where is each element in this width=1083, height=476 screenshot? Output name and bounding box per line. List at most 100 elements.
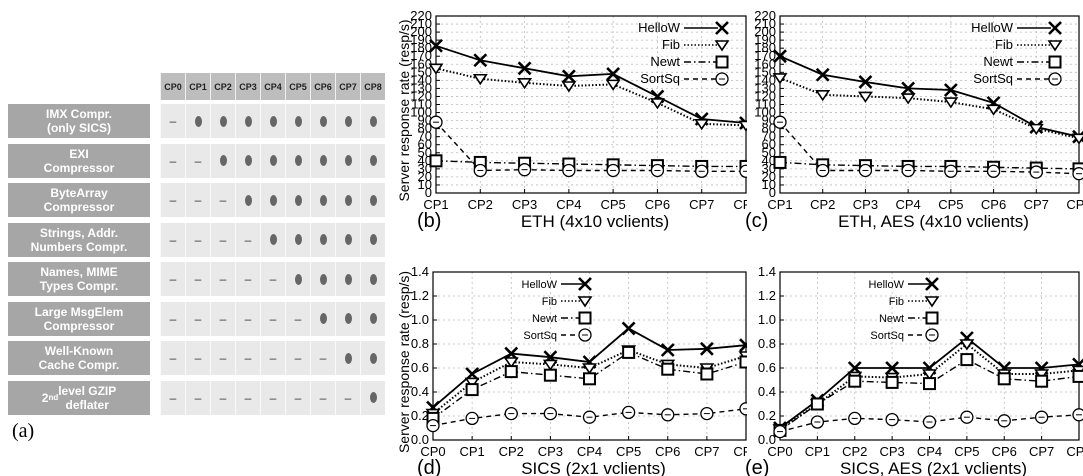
legend-label: SortSq: [870, 330, 904, 342]
y-tick-label: 1.0: [758, 312, 776, 327]
enabled-cell: [360, 301, 385, 336]
enabled-cell: [360, 222, 385, 257]
disabled-cell: –: [160, 380, 185, 415]
point-square-marker: [1072, 369, 1083, 383]
series-fib: [772, 73, 1083, 145]
y-tick-label: 0.6: [758, 360, 776, 375]
point-triangle-marker: [1047, 40, 1063, 52]
point-square-marker: [810, 397, 824, 411]
disabled-cell: –: [185, 301, 210, 336]
col-header-cp0: CP0: [160, 73, 185, 100]
point-x-marker: [885, 361, 900, 375]
point-triangle-marker: [922, 369, 937, 381]
series-line: [435, 121, 746, 172]
enabled-dot-icon: [319, 155, 327, 166]
enabled-cell: [285, 104, 310, 138]
enabled-cell: [285, 222, 310, 257]
point-x-marker: [561, 69, 576, 84]
enabled-dot-icon: [369, 273, 377, 285]
enabled-cell: [360, 262, 385, 296]
enabled-dot-icon: [369, 392, 377, 403]
y-tick-label: 220: [754, 8, 776, 23]
enabled-cell: [310, 183, 335, 217]
row-label: Names, MIME Types Compr.: [8, 262, 150, 296]
disabled-cell: –: [160, 143, 185, 178]
point-triangle-marker: [561, 81, 577, 93]
x-tick-label: CP5: [616, 444, 641, 459]
point-triangle-marker: [959, 339, 975, 351]
point-triangle-marker: [943, 97, 959, 109]
enabled-dot-icon: [194, 115, 202, 127]
enabled-dot-icon: [344, 155, 352, 166]
col-header-cp5: CP5: [285, 73, 310, 100]
point-square-marker: [773, 155, 787, 169]
x-tick-label: CP6: [992, 444, 1017, 459]
legend-label: Fib: [889, 296, 904, 308]
enabled-dot-icon: [319, 194, 327, 206]
x-tick-label: CP2: [468, 197, 493, 212]
point-triangle-marker: [815, 90, 831, 102]
disabled-cell: –: [235, 262, 260, 296]
legend-label: Newt: [532, 313, 557, 325]
y-tick-label: 50: [762, 145, 776, 160]
enabled-cell: [260, 183, 285, 217]
legend: HelloW Fib Newt SortSq: [869, 277, 940, 342]
point-x-marker: [901, 81, 916, 96]
y-tick-label: 1.2: [411, 288, 429, 303]
enabled-dot-icon: [344, 194, 352, 206]
enabled-dot-icon: [294, 155, 302, 166]
enabled-cell: [310, 104, 335, 138]
enabled-cell: [210, 143, 235, 178]
series-newt: [426, 345, 747, 425]
y-tick-label: 50: [418, 145, 432, 160]
y-tick-label: 60: [418, 137, 432, 152]
compression-matrix: CP0 CP1 CP2 CP3 CP4 CP5 CP6 CP7 CP8 IMX Compr. (o…: [0, 0, 395, 476]
point-square-marker: [848, 374, 862, 388]
series-sortsq: [429, 115, 747, 178]
y-tick-label: 30: [762, 161, 776, 176]
x-tick-label: CP0: [767, 444, 792, 459]
disabled-cell: –: [235, 301, 260, 336]
y-tick-label: 90: [762, 113, 776, 128]
chart-title: ETH (4x10 vclients): [521, 212, 669, 231]
disabled-cell: –: [285, 301, 310, 336]
y-tick-label: 0.4: [411, 384, 429, 399]
panel-label: (e): [745, 457, 769, 476]
row-label: Large MsgElem Compressor: [8, 301, 150, 336]
series-line: [779, 342, 1080, 431]
x-tick-label: CP8: [733, 197, 747, 212]
point-triangle-marker: [694, 119, 710, 131]
enabled-cell: [185, 104, 210, 138]
y-tick-label: 170: [754, 48, 776, 63]
enabled-dot-icon: [344, 313, 352, 324]
disabled-cell: –: [185, 183, 210, 217]
point-x-marker: [943, 83, 958, 97]
chart-title: ETH, AES (4x10 vclients): [838, 212, 1029, 231]
point-x-marker: [773, 49, 787, 64]
col-header-cp8: CP8: [360, 73, 385, 100]
row-label: IMX Compr. (only SICS): [8, 104, 150, 138]
disabled-cell: –: [210, 222, 235, 257]
point-triangle-marker: [582, 363, 597, 375]
legend-label: HelloW: [638, 20, 681, 35]
point-triangle-marker: [772, 73, 788, 85]
y-tick-label: 1.2: [758, 288, 776, 303]
legend: HelloW Fib Newt SortSq: [638, 20, 730, 86]
x-tick-label: CP5: [600, 197, 625, 212]
y-tick-label: 130: [410, 80, 432, 95]
legend-label: Newt: [650, 54, 680, 69]
x-tick-label: CP7: [1024, 197, 1049, 212]
point-x-marker: [660, 343, 675, 357]
x-tick-label: CP6: [981, 197, 1006, 212]
y-tick-label: 20: [418, 169, 432, 184]
enabled-cell: [335, 262, 360, 296]
enabled-cell: [310, 143, 335, 178]
y-tick-label: 160: [754, 56, 776, 71]
disabled-cell: –: [185, 380, 210, 415]
y-tick-label: 0.2: [411, 408, 429, 423]
enabled-dot-icon: [269, 155, 277, 166]
enabled-cell: [235, 143, 260, 178]
chart-sics: 0.0 0.2 0.4 0.6 0.8 1.0 1.2 1.4 CP0 CP1 CP2 CP3 CP4 C…: [396, 264, 747, 476]
point-x-marker: [815, 67, 830, 82]
enabled-cell: [210, 104, 235, 138]
